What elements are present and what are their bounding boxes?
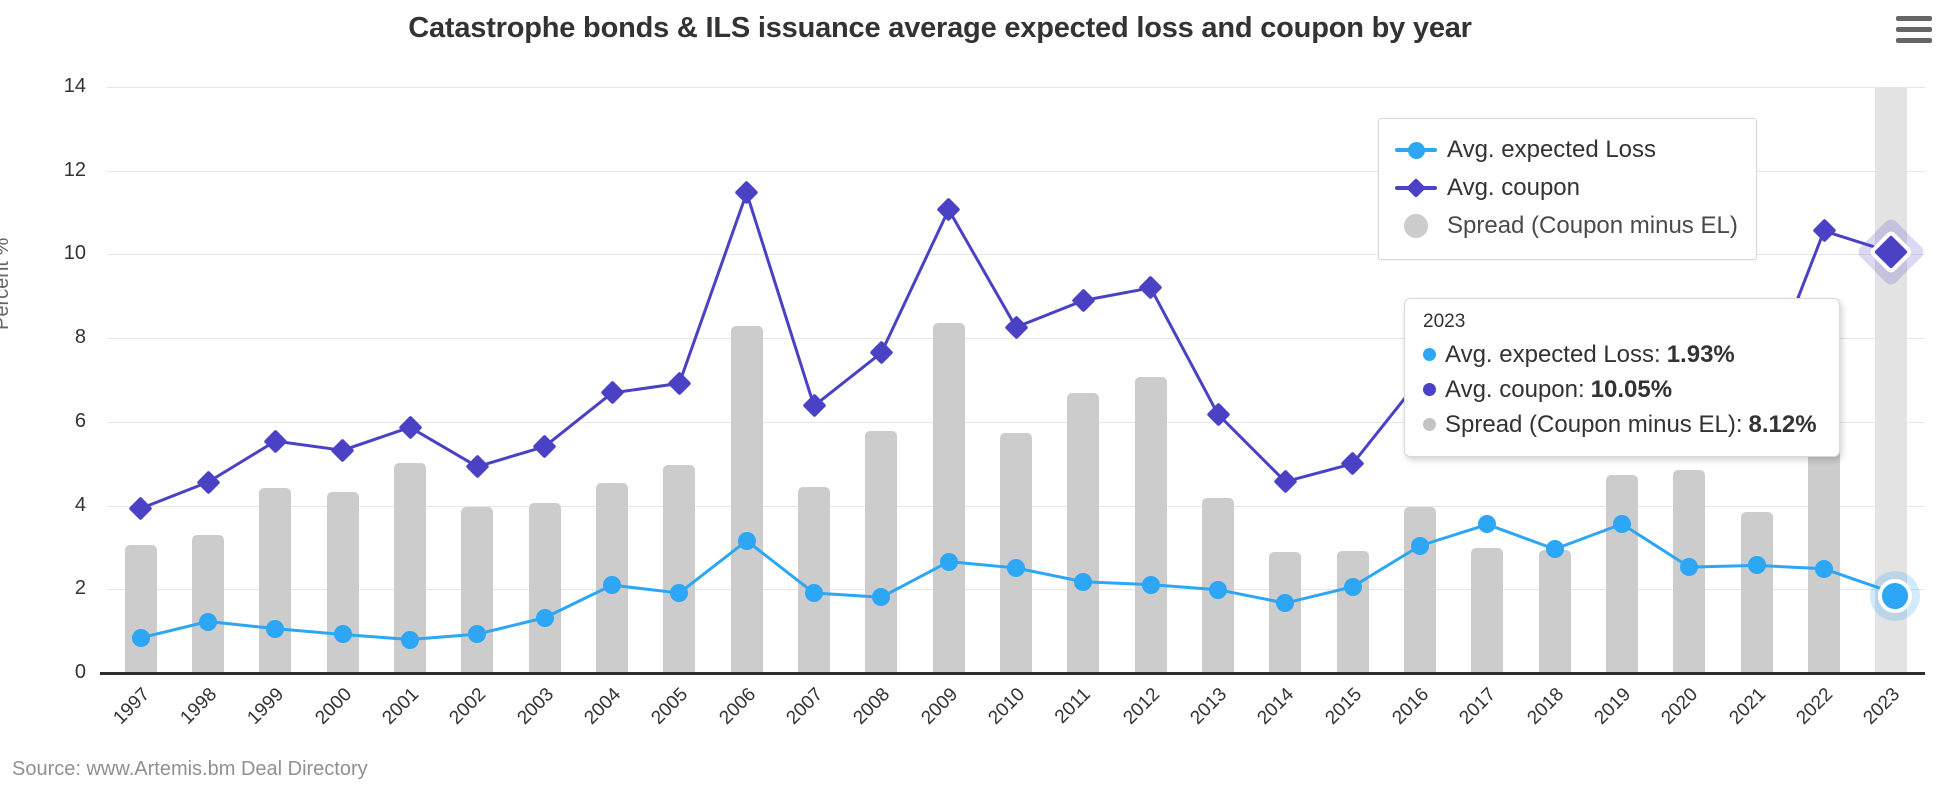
point-avg-expected-loss[interactable]	[1680, 558, 1699, 577]
legend-item-avg-expected-loss[interactable]: Avg. expected Loss	[1393, 131, 1738, 169]
tooltip-dot-avg-expected-loss	[1423, 348, 1436, 361]
tooltip-value-avg-expected-loss: 1.93%	[1666, 341, 1735, 368]
y-axis-tick-label: 12	[63, 158, 86, 181]
tooltip-row-avg-coupon: Avg. coupon: 10.05%	[1423, 372, 1817, 407]
legend-item-avg-coupon[interactable]: Avg. coupon	[1393, 169, 1738, 207]
tooltip-label-avg-coupon: Avg. coupon:	[1445, 376, 1585, 403]
chart-title: Catastrophe bonds & ILS issuance average…	[408, 12, 1472, 44]
point-avg-expected-loss[interactable]	[333, 625, 352, 644]
bar-spread[interactable]	[528, 502, 561, 673]
bar-spread[interactable]	[1875, 87, 1908, 673]
point-avg-expected-loss[interactable]	[266, 619, 285, 638]
tooltip-value-avg-coupon: 10.05%	[1590, 376, 1673, 403]
point-avg-expected-loss[interactable]	[872, 588, 891, 607]
bar-spread[interactable]	[259, 487, 292, 673]
legend-marker-circle-icon	[1393, 141, 1439, 159]
point-avg-expected-loss[interactable]	[670, 584, 689, 603]
point-avg-expected-loss[interactable]	[1276, 594, 1295, 613]
chart-tooltip: 2023 Avg. expected Loss: 1.93% Avg. coup…	[1404, 298, 1840, 457]
legend-label-spread: Spread (Coupon minus EL)	[1447, 212, 1738, 239]
menu-bar-1	[1896, 16, 1932, 21]
bar-spread[interactable]	[124, 545, 157, 673]
point-avg-expected-loss[interactable]	[1209, 580, 1227, 599]
y-axis-tick-label: 10	[63, 242, 86, 265]
point-avg-expected-loss[interactable]	[1074, 572, 1093, 591]
gridline	[107, 170, 1925, 172]
gridline	[107, 421, 1925, 423]
source-caption: Source: www.Artemis.bm Deal Directory	[12, 758, 368, 780]
y-axis-tick-label: 6	[74, 409, 86, 432]
bar-spread[interactable]	[1000, 432, 1032, 673]
bar-spread[interactable]	[1134, 377, 1167, 673]
point-avg-expected-loss[interactable]	[1747, 556, 1766, 575]
tooltip-dot-avg-coupon	[1423, 383, 1436, 396]
bar-spread[interactable]	[865, 431, 898, 673]
y-axis-tick-label: 4	[74, 493, 86, 516]
bar-spread[interactable]	[730, 326, 763, 673]
point-avg-expected-loss[interactable]	[939, 552, 958, 571]
point-avg-expected-loss[interactable]	[1815, 559, 1833, 578]
gridline	[107, 87, 1925, 88]
bar-spread[interactable]	[1404, 507, 1436, 673]
bar-spread[interactable]	[663, 465, 696, 673]
tooltip-value-spread: 8.12%	[1748, 411, 1817, 438]
bar-spread[interactable]	[1269, 552, 1302, 673]
point-avg-expected-loss[interactable]	[1878, 579, 1913, 614]
point-avg-expected-loss[interactable]	[805, 584, 823, 603]
point-avg-expected-loss[interactable]	[1545, 540, 1564, 559]
legend-label-avg-expected-loss: Avg. expected Loss	[1447, 136, 1657, 163]
legend-label-avg-coupon: Avg. coupon	[1447, 174, 1580, 201]
chart-legend[interactable]: Avg. expected Loss Avg. coupon Spread (C…	[1378, 118, 1757, 260]
menu-bar-2	[1896, 27, 1932, 32]
bar-spread[interactable]	[932, 322, 965, 673]
plot-area	[107, 87, 1925, 673]
line-avg-expected-loss	[140, 522, 1892, 642]
legend-item-spread[interactable]: Spread (Coupon minus EL)	[1393, 207, 1738, 245]
tooltip-row-spread: Spread (Coupon minus EL): 8.12%	[1423, 407, 1817, 442]
legend-marker-bubble-icon	[1393, 214, 1439, 238]
point-avg-expected-loss[interactable]	[131, 628, 150, 647]
tooltip-dot-spread	[1423, 418, 1436, 431]
point-avg-expected-loss[interactable]	[1343, 577, 1362, 596]
point-avg-expected-loss[interactable]	[1478, 515, 1497, 534]
y-axis-tick-label: 14	[63, 75, 86, 97]
point-avg-expected-loss[interactable]	[603, 576, 621, 595]
y-axis-tick-label: 8	[74, 326, 86, 349]
point-avg-expected-loss[interactable]	[199, 612, 217, 631]
y-axis-tick-label: 0	[74, 661, 86, 683]
bar-spread[interactable]	[1606, 475, 1638, 673]
gridline	[107, 254, 1925, 256]
y-axis-title: Percent %	[0, 238, 13, 330]
bar-spread[interactable]	[1740, 512, 1773, 673]
tooltip-label-spread: Spread (Coupon minus EL):	[1445, 411, 1743, 438]
point-avg-expected-loss[interactable]	[737, 531, 756, 550]
y-axis-tick-label: 2	[74, 577, 86, 600]
legend-marker-diamond-icon	[1393, 178, 1439, 198]
bar-spread[interactable]	[1336, 550, 1369, 673]
bar-spread[interactable]	[798, 487, 830, 673]
point-avg-expected-loss[interactable]	[535, 608, 554, 627]
hamburger-menu-icon[interactable]	[1896, 16, 1932, 50]
point-avg-expected-loss[interactable]	[401, 630, 419, 649]
point-avg-expected-loss[interactable]	[1007, 558, 1025, 577]
point-avg-expected-loss[interactable]	[468, 625, 487, 644]
point-avg-expected-loss[interactable]	[1141, 575, 1160, 594]
menu-bar-3	[1896, 38, 1932, 43]
bar-spread[interactable]	[1471, 548, 1504, 673]
tooltip-label-avg-expected-loss: Avg. expected Loss:	[1445, 341, 1661, 368]
point-avg-expected-loss[interactable]	[1613, 514, 1631, 533]
tooltip-row-avg-expected-loss: Avg. expected Loss: 1.93%	[1423, 337, 1817, 372]
tooltip-year: 2023	[1423, 311, 1466, 332]
bar-spread[interactable]	[1538, 549, 1571, 673]
bar-spread[interactable]	[1067, 393, 1100, 673]
bar-spread[interactable]	[192, 534, 224, 673]
point-avg-expected-loss[interactable]	[1411, 536, 1429, 555]
x-axis-line	[100, 672, 1925, 675]
bar-spread[interactable]	[461, 507, 494, 673]
